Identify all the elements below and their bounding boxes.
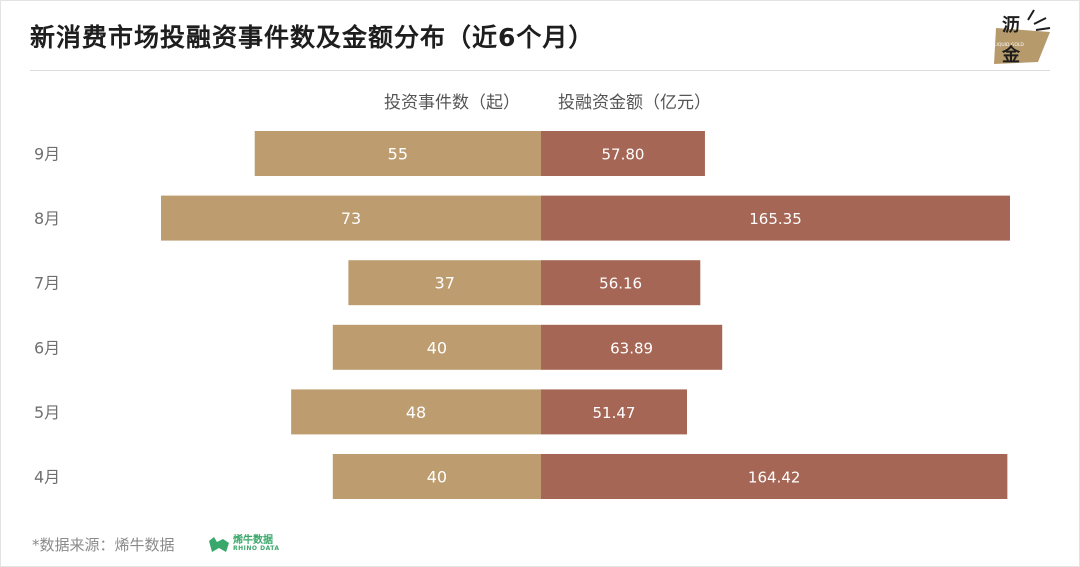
funding-amount-label: 165.35 [749,210,802,228]
funding-amount-label: 56.16 [599,275,642,293]
event-count-bar [332,324,541,370]
rhino-icon [209,537,229,552]
chart-title: 新消费市场投融资事件数及金额分布（近6个月） [30,23,595,52]
funding-amount-bar [541,195,1010,241]
event-count-bar [291,389,541,435]
logo-subtext: LIQUID GOLD [994,42,1024,48]
event-count-bar [161,195,541,241]
title-divider [30,70,1050,71]
funding-amount-bar [541,454,1008,499]
rhino-data-logo: 烯牛数据 RHINO DATA [208,533,280,555]
rhino-brand-en: RHINO DATA [233,545,280,552]
logo-char-1: 沥 [1002,15,1020,36]
event-count-bar [348,260,541,306]
event-count-label: 55 [388,145,408,164]
left-column-header: 投资事件数（起） [384,93,520,113]
logo-char-2: 金 [1001,44,1021,66]
month-label: 9月 [34,145,60,164]
liquid-gold-logo: 沥 LIQUID GOLD 金 [988,6,1058,68]
funding-amount-bar [541,131,705,176]
month-label: 6月 [34,338,60,357]
funding-amount-bar [541,260,701,306]
event-count-label: 48 [406,403,426,422]
event-count-bar [254,131,542,176]
funding-amount-bar [541,389,687,435]
data-source-note: *数据来源：烯牛数据 [32,536,175,554]
event-count-label: 40 [427,468,447,487]
month-label: 8月 [34,209,60,228]
funding-amount-label: 164.42 [748,469,801,487]
funding-amount-label: 51.47 [593,404,636,422]
right-column-header: 投融资金额（亿元） [558,93,711,113]
month-label: 7月 [34,274,60,293]
funding-amount-label: 63.89 [610,339,653,357]
funding-amount-bar [541,324,723,370]
logo-shape [994,28,1050,64]
funding-amount-label: 57.80 [601,146,644,164]
event-count-bar [332,454,541,499]
event-count-label: 40 [427,338,447,357]
event-count-label: 73 [341,209,361,228]
event-count-label: 37 [435,274,455,293]
rhino-brand-cn: 烯牛数据 [233,535,273,546]
month-label: 5月 [34,403,60,422]
month-label: 4月 [34,468,60,487]
